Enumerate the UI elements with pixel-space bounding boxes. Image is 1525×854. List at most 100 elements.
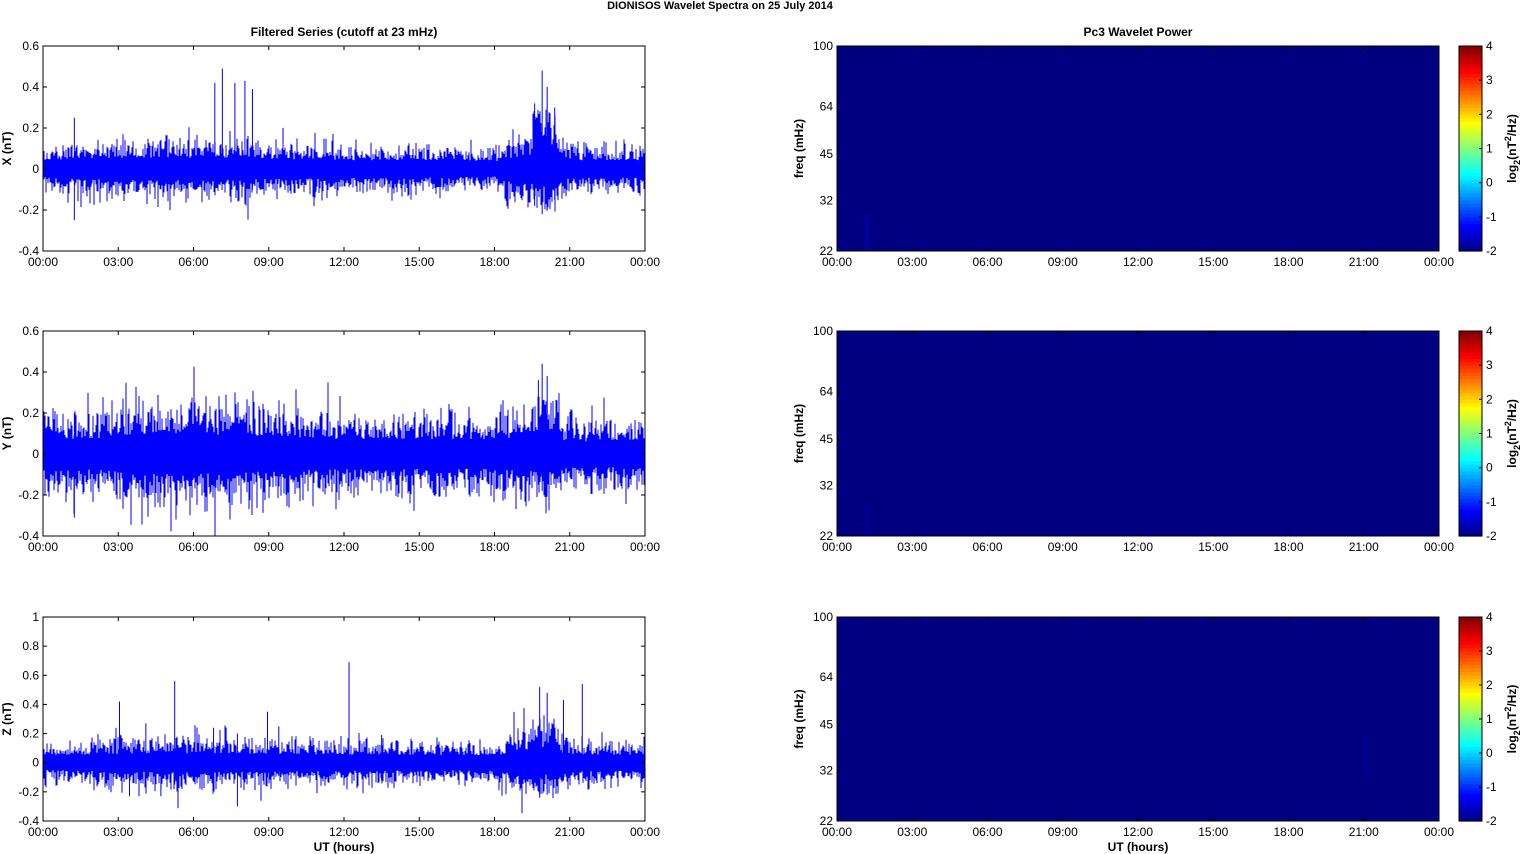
y-tick-label: 0.4 — [22, 80, 39, 94]
x-tick-label: 18:00 — [1273, 825, 1303, 839]
colorbar-tick-label: 1 — [1486, 712, 1493, 726]
x-tick-label: 21:00 — [1349, 255, 1379, 269]
x-tick-label: 21:00 — [1349, 825, 1379, 839]
x-tick-label: 18:00 — [479, 825, 509, 839]
y-tick-label: 45 — [820, 432, 834, 446]
y-tick-label: 32 — [820, 764, 834, 778]
colorbar-tick-label: -2 — [1486, 814, 1497, 828]
x-tick-label: 03:00 — [897, 255, 927, 269]
x-tick-label: 06:00 — [178, 540, 208, 554]
y-tick-label: 0.2 — [22, 727, 39, 741]
x-tick-label: 06:00 — [972, 825, 1002, 839]
colorbar — [1458, 616, 1483, 822]
y-tick-label: 45 — [820, 718, 834, 732]
x-tick-label: 21:00 — [555, 825, 585, 839]
x-tick-label: 00:00 — [1424, 255, 1454, 269]
x-tick-label: 00:00 — [630, 540, 660, 554]
x-tick-label: 15:00 — [404, 255, 434, 269]
line-chart-2 — [42, 363, 646, 537]
colorbar-tick-label: 4 — [1486, 324, 1493, 338]
x-tick-label: 12:00 — [329, 255, 359, 269]
x-tick-label: 09:00 — [1048, 540, 1078, 554]
figure-title: DIONISOS Wavelet Spectra on 25 July 2014 — [607, 0, 834, 12]
colorbar-tick-label: 4 — [1486, 39, 1493, 53]
colorbar-tick-label: 1 — [1486, 427, 1493, 441]
y-tick-label: 0.2 — [22, 406, 39, 420]
y-tick-label: 100 — [813, 610, 833, 624]
y-tick-label: 0 — [32, 756, 39, 770]
y-axis-label: freq (mHz) — [792, 119, 806, 178]
wavelet-power-field — [837, 617, 1439, 821]
colorbar — [1458, 45, 1483, 252]
x-tick-label: 06:00 — [972, 255, 1002, 269]
colorbar-tick-label: -1 — [1486, 495, 1497, 509]
y-axis-label: X (nT) — [0, 132, 14, 166]
x-axis-label: UT (hours) — [314, 840, 375, 854]
power-streak — [1365, 733, 1368, 780]
x-tick-label: 03:00 — [103, 825, 133, 839]
signal-trace — [42, 366, 646, 537]
y-tick-label: 22 — [820, 814, 834, 828]
y-tick-label: 64 — [820, 384, 834, 398]
x-tick-label: 00:00 — [1424, 825, 1454, 839]
x-tick-label: 12:00 — [1123, 255, 1153, 269]
x-axis-label: UT (hours) — [1108, 840, 1169, 854]
y-axis-label: freq (mHz) — [792, 689, 806, 748]
colorbar-tick-label: -1 — [1486, 780, 1497, 794]
x-tick-label: 18:00 — [479, 540, 509, 554]
x-tick-label: 00:00 — [822, 255, 852, 269]
x-tick-label: 00:00 — [630, 255, 660, 269]
y-tick-label: 0 — [32, 447, 39, 461]
y-tick-label: 45 — [820, 147, 834, 161]
x-tick-label: 18:00 — [1273, 255, 1303, 269]
y-tick-label: 0 — [32, 162, 39, 176]
y-tick-label: 0.6 — [22, 324, 39, 338]
colorbar-tick-label: 4 — [1486, 610, 1493, 624]
x-tick-label: 00:00 — [630, 825, 660, 839]
colorbar-tick-label: 0 — [1486, 176, 1493, 190]
x-tick-label: 00:00 — [28, 825, 58, 839]
x-tick-label: 09:00 — [254, 255, 284, 269]
colorbar-tick-label: 3 — [1486, 358, 1493, 372]
y-tick-label: 0.6 — [22, 39, 39, 53]
x-tick-label: 21:00 — [555, 540, 585, 554]
line-chart-3 — [42, 662, 646, 814]
x-tick-label: 00:00 — [822, 825, 852, 839]
x-tick-label: 12:00 — [1123, 825, 1153, 839]
x-tick-label: 00:00 — [822, 540, 852, 554]
y-axis-label: Z (nT) — [0, 702, 14, 735]
x-tick-label: 18:00 — [1273, 540, 1303, 554]
y-tick-label: 22 — [820, 529, 834, 543]
colorbar-tick-label: -1 — [1486, 210, 1497, 224]
power-streak — [866, 503, 869, 536]
x-tick-label: 06:00 — [178, 825, 208, 839]
x-tick-label: 21:00 — [555, 255, 585, 269]
x-tick-label: 06:00 — [178, 255, 208, 269]
y-axis-label: Y (nT) — [0, 417, 14, 451]
x-tick-label: 06:00 — [972, 540, 1002, 554]
x-tick-label: 12:00 — [1123, 540, 1153, 554]
plot-frame — [42, 616, 646, 822]
x-tick-label: 00:00 — [1424, 540, 1454, 554]
x-tick-label: 12:00 — [329, 825, 359, 839]
y-tick-label: 64 — [820, 670, 834, 684]
chart-title: Pc3 Wavelet Power — [1084, 25, 1193, 39]
x-tick-label: 03:00 — [103, 540, 133, 554]
colorbar-label: log2(nT2/Hz) — [1503, 685, 1522, 754]
colorbar-tick-label: 2 — [1486, 392, 1493, 406]
y-tick-label: 64 — [820, 99, 834, 113]
x-tick-label: 00:00 — [28, 255, 58, 269]
x-tick-label: 15:00 — [404, 540, 434, 554]
y-tick-label: -0.2 — [18, 203, 39, 217]
x-tick-label: 03:00 — [103, 255, 133, 269]
y-tick-label: 32 — [820, 193, 834, 207]
x-tick-label: 09:00 — [1048, 825, 1078, 839]
y-tick-label: -0.2 — [18, 785, 39, 799]
colorbar-label: log2(nT2/Hz) — [1503, 399, 1522, 468]
y-tick-label: -0.4 — [18, 814, 39, 828]
y-tick-label: 0.8 — [22, 639, 39, 653]
x-tick-label: 15:00 — [1198, 540, 1228, 554]
x-tick-label: 03:00 — [897, 540, 927, 554]
y-axis-label: freq (mHz) — [792, 404, 806, 463]
